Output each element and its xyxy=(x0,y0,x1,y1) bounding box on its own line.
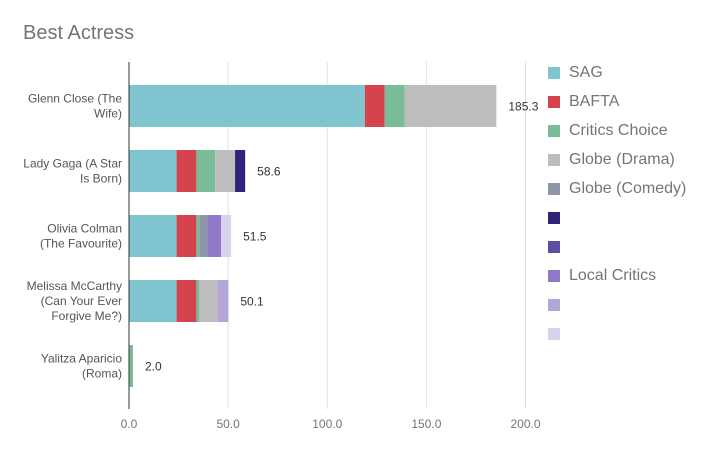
legend-swatch xyxy=(548,211,560,224)
legend-swatch xyxy=(548,182,560,195)
bar-segment xyxy=(404,85,497,127)
bar-segment xyxy=(221,215,232,257)
bar-segment xyxy=(207,215,222,257)
x-tick-label: 150.0 xyxy=(411,417,441,431)
legend-label: Critics Choice xyxy=(569,121,668,139)
bar-segment xyxy=(129,150,177,192)
legend-label: SAG xyxy=(569,63,603,81)
bar-segment xyxy=(196,280,200,322)
x-tick-label: 0.0 xyxy=(121,417,138,431)
category-label: Melissa McCarthy (Can Your Ever Forgive Me… xyxy=(27,279,122,323)
total-data-label: 58.6 xyxy=(257,165,281,179)
legend-item: Critics Choice xyxy=(548,116,686,145)
legend-item: Globe (Drama) xyxy=(548,145,686,174)
bars xyxy=(129,85,497,387)
bar-segment xyxy=(176,215,197,257)
bar-segment xyxy=(199,215,208,257)
chart-title: Best Actress xyxy=(23,22,135,44)
total-data-label: 2.0 xyxy=(145,360,162,374)
total-data-label: 51.5 xyxy=(243,230,267,244)
legend-swatch xyxy=(548,153,560,166)
bar-segment xyxy=(129,345,133,387)
legend-label: Globe (Comedy) xyxy=(569,179,687,197)
bar-segment xyxy=(129,280,177,322)
bar-segment xyxy=(199,280,218,322)
legend: SAG BAFTA Critics Choice Globe (Drama) Globe… xyxy=(548,58,686,348)
bar-segment xyxy=(235,150,246,192)
labels: 0.0 50.0 100.0 150.0 200.0 185.3 Glenn Close (… xyxy=(23,62,541,431)
legend-item xyxy=(548,232,686,261)
legend-item: SAG xyxy=(548,58,686,87)
legend-swatch xyxy=(548,298,560,311)
bar-segment xyxy=(384,85,405,127)
legend-label: Local Critics xyxy=(569,266,657,284)
bar-segment xyxy=(176,280,197,322)
bar-segment xyxy=(129,215,177,257)
legend-swatch xyxy=(548,66,560,79)
bar-segment xyxy=(217,280,229,322)
x-tick-label: 100.0 xyxy=(312,417,342,431)
x-tick-label: 50.0 xyxy=(216,417,240,431)
legend-item: BAFTA xyxy=(548,87,686,116)
category-label: Glenn Close (The Wife) xyxy=(28,92,122,121)
legend-item xyxy=(548,319,686,348)
legend-swatch xyxy=(548,269,560,282)
category-label: Lady Gaga (A Star Is Born) xyxy=(23,157,122,186)
category-label: Yalitza Aparicio (Roma) xyxy=(41,352,122,381)
legend-label: BAFTA xyxy=(569,92,620,110)
legend-swatch xyxy=(548,240,560,253)
legend-item xyxy=(548,290,686,319)
category-label: Olivia Colman (The Favourite) xyxy=(40,222,122,251)
legend-item: Local Critics xyxy=(548,261,686,290)
total-data-label: 50.1 xyxy=(240,295,264,309)
legend-item: Globe (Comedy) xyxy=(548,174,686,203)
bar-segment xyxy=(196,215,200,257)
bar-segment xyxy=(196,150,216,192)
bar-segment xyxy=(215,150,236,192)
bar-segment xyxy=(364,85,385,127)
legend-swatch xyxy=(548,124,560,137)
total-data-label: 185.3 xyxy=(508,100,538,114)
legend-item xyxy=(548,203,686,232)
x-tick-label: 200.0 xyxy=(510,417,540,431)
legend-label: Globe (Drama) xyxy=(569,150,675,168)
bar-segment xyxy=(176,150,197,192)
legend-swatch xyxy=(548,95,560,108)
legend-swatch xyxy=(548,327,560,340)
bar-segment xyxy=(129,85,365,127)
